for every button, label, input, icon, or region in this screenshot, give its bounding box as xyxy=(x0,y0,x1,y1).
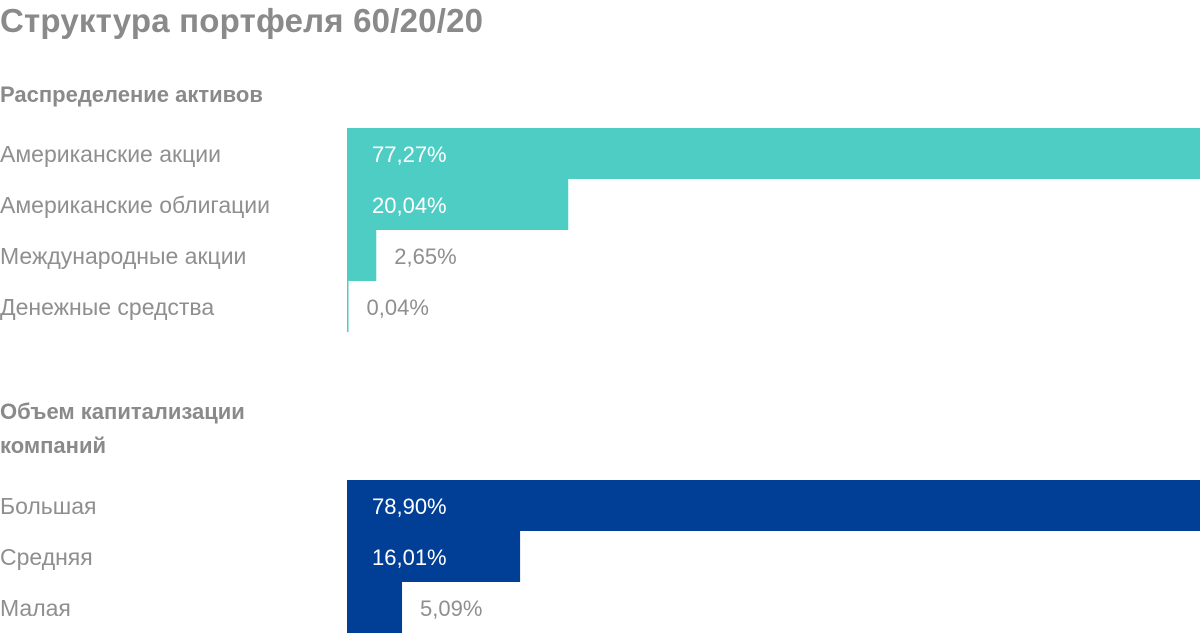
cap-value-label-2: 5,09% xyxy=(420,596,482,621)
assets-value-label-2: 2,65% xyxy=(394,244,456,269)
assets-bar-2 xyxy=(347,230,377,281)
assets-value-label-1: 20,04% xyxy=(372,193,447,218)
assets-category-label-0: Американские акции xyxy=(0,141,221,167)
cap-bar-1 xyxy=(347,531,521,582)
assets-value-label-3: 0,04% xyxy=(367,295,429,320)
cap-value-label-0: 78,90% xyxy=(372,494,447,519)
assets-value-label-0: 77,27% xyxy=(372,142,447,167)
cap-category-label-0: Большая xyxy=(0,493,96,519)
assets-category-label-3: Денежные средства xyxy=(0,294,214,320)
cap-bar-2 xyxy=(347,582,403,633)
cap-value-label-1: 16,01% xyxy=(372,545,447,570)
page-title: Структура портфеля 60/20/20 xyxy=(0,2,484,39)
assets-bar-1 xyxy=(347,179,569,230)
cap-section-title: Объем капитализации компаний xyxy=(0,399,245,458)
assets-category-label-1: Американские облигации xyxy=(0,192,270,218)
assets-bar-0 xyxy=(347,128,1200,179)
cap-category-label-2: Малая xyxy=(0,595,71,621)
assets-bar-3 xyxy=(347,281,349,332)
assets-category-label-2: Международные акции xyxy=(0,243,246,269)
cap-category-label-1: Средняя xyxy=(0,544,93,570)
assets-section-title: Распределение активов xyxy=(0,82,263,107)
cap-bar-0 xyxy=(347,480,1200,531)
